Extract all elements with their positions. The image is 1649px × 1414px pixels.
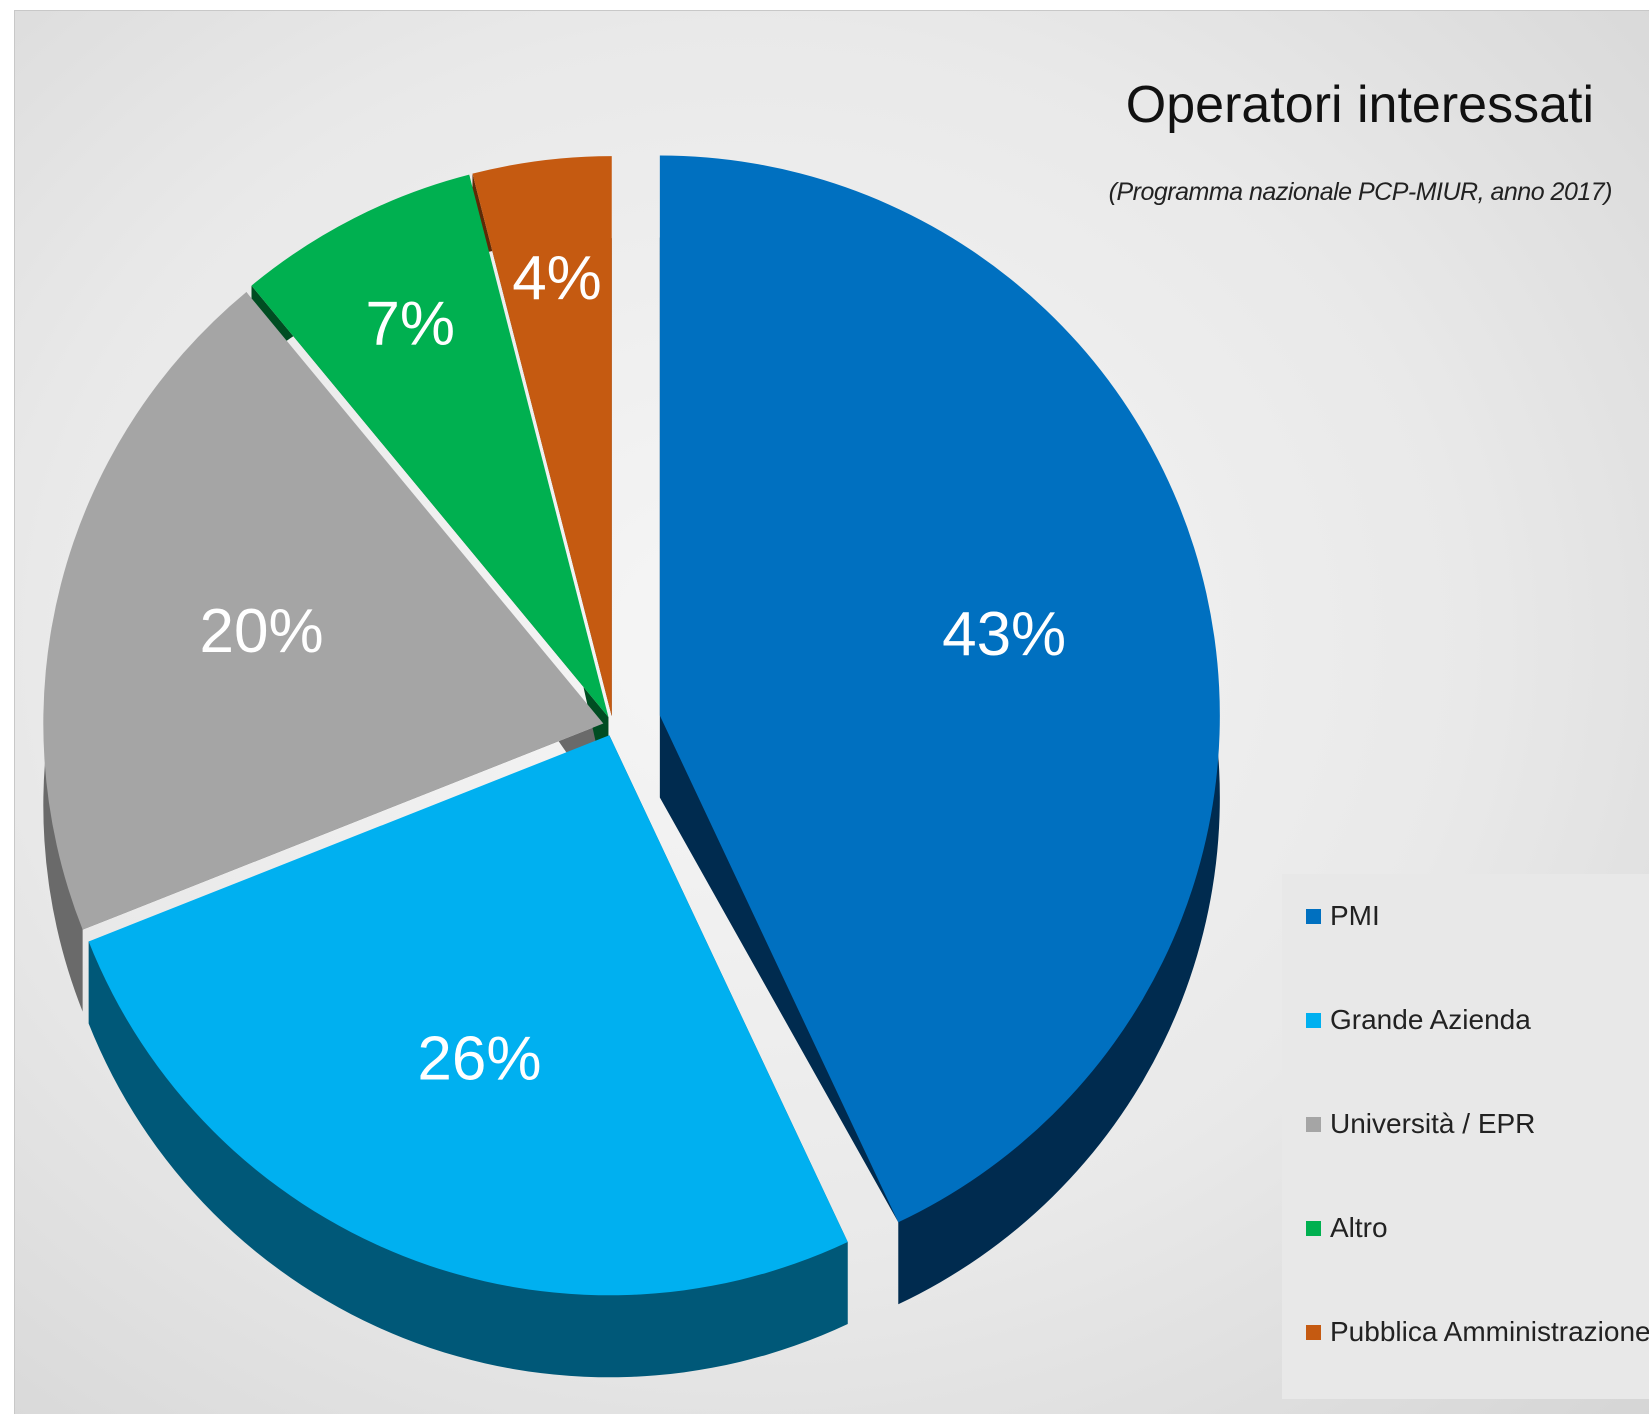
legend-swatch <box>1306 1012 1321 1028</box>
legend-swatch <box>1306 1116 1321 1132</box>
data-label-universita-epr: 20% <box>200 597 324 666</box>
legend-swatch <box>1306 1220 1321 1236</box>
legend-item-universita-epr: Università / EPR <box>1306 1104 1535 1144</box>
legend-label: Altro <box>1330 1212 1388 1243</box>
legend-swatch <box>1306 1324 1321 1340</box>
data-label-pubblica-amministrazione: 4% <box>512 244 602 313</box>
legend-swatch <box>1306 908 1321 924</box>
legend-item-pmi: PMI <box>1306 896 1380 936</box>
legend-item-grande-azienda: Grande Azienda <box>1306 1000 1531 1040</box>
chart-subtitle: (Programma nazionale PCP-MIUR, anno 2017… <box>1108 178 1613 206</box>
legend-label: Grande Azienda <box>1330 1004 1531 1035</box>
legend-label: PMI <box>1330 900 1380 931</box>
pie-slice-grande-azienda <box>88 735 848 1296</box>
legend: PMI Grande Azienda Università / EPR Altro Pu… <box>1282 874 1649 1399</box>
chart-area: 43% 26% 20% 7% 4% Operatori interessati (Pro… <box>14 10 1649 1414</box>
data-label-altro: 7% <box>365 289 455 358</box>
legend-item-pubblica-amministrazione: Pubblica Amministrazione <box>1306 1312 1649 1352</box>
data-label-grande-azienda: 26% <box>417 1025 541 1094</box>
pie-chart: 43% 26% 20% 7% 4% <box>43 155 1220 1378</box>
pie-slice-altro <box>251 174 609 718</box>
chart-title: Operatori interessati <box>1125 76 1594 134</box>
legend-label: Università / EPR <box>1330 1108 1536 1139</box>
pie-slice-pmi <box>659 155 1220 1223</box>
pie-slice-pubblica-amministrazione <box>472 156 612 717</box>
data-label-pmi: 43% <box>942 600 1066 669</box>
pie-slice-universita-epr <box>43 292 604 930</box>
legend-label: Pubblica Amministrazione <box>1330 1316 1649 1347</box>
legend-item-altro: Altro <box>1306 1208 1388 1248</box>
